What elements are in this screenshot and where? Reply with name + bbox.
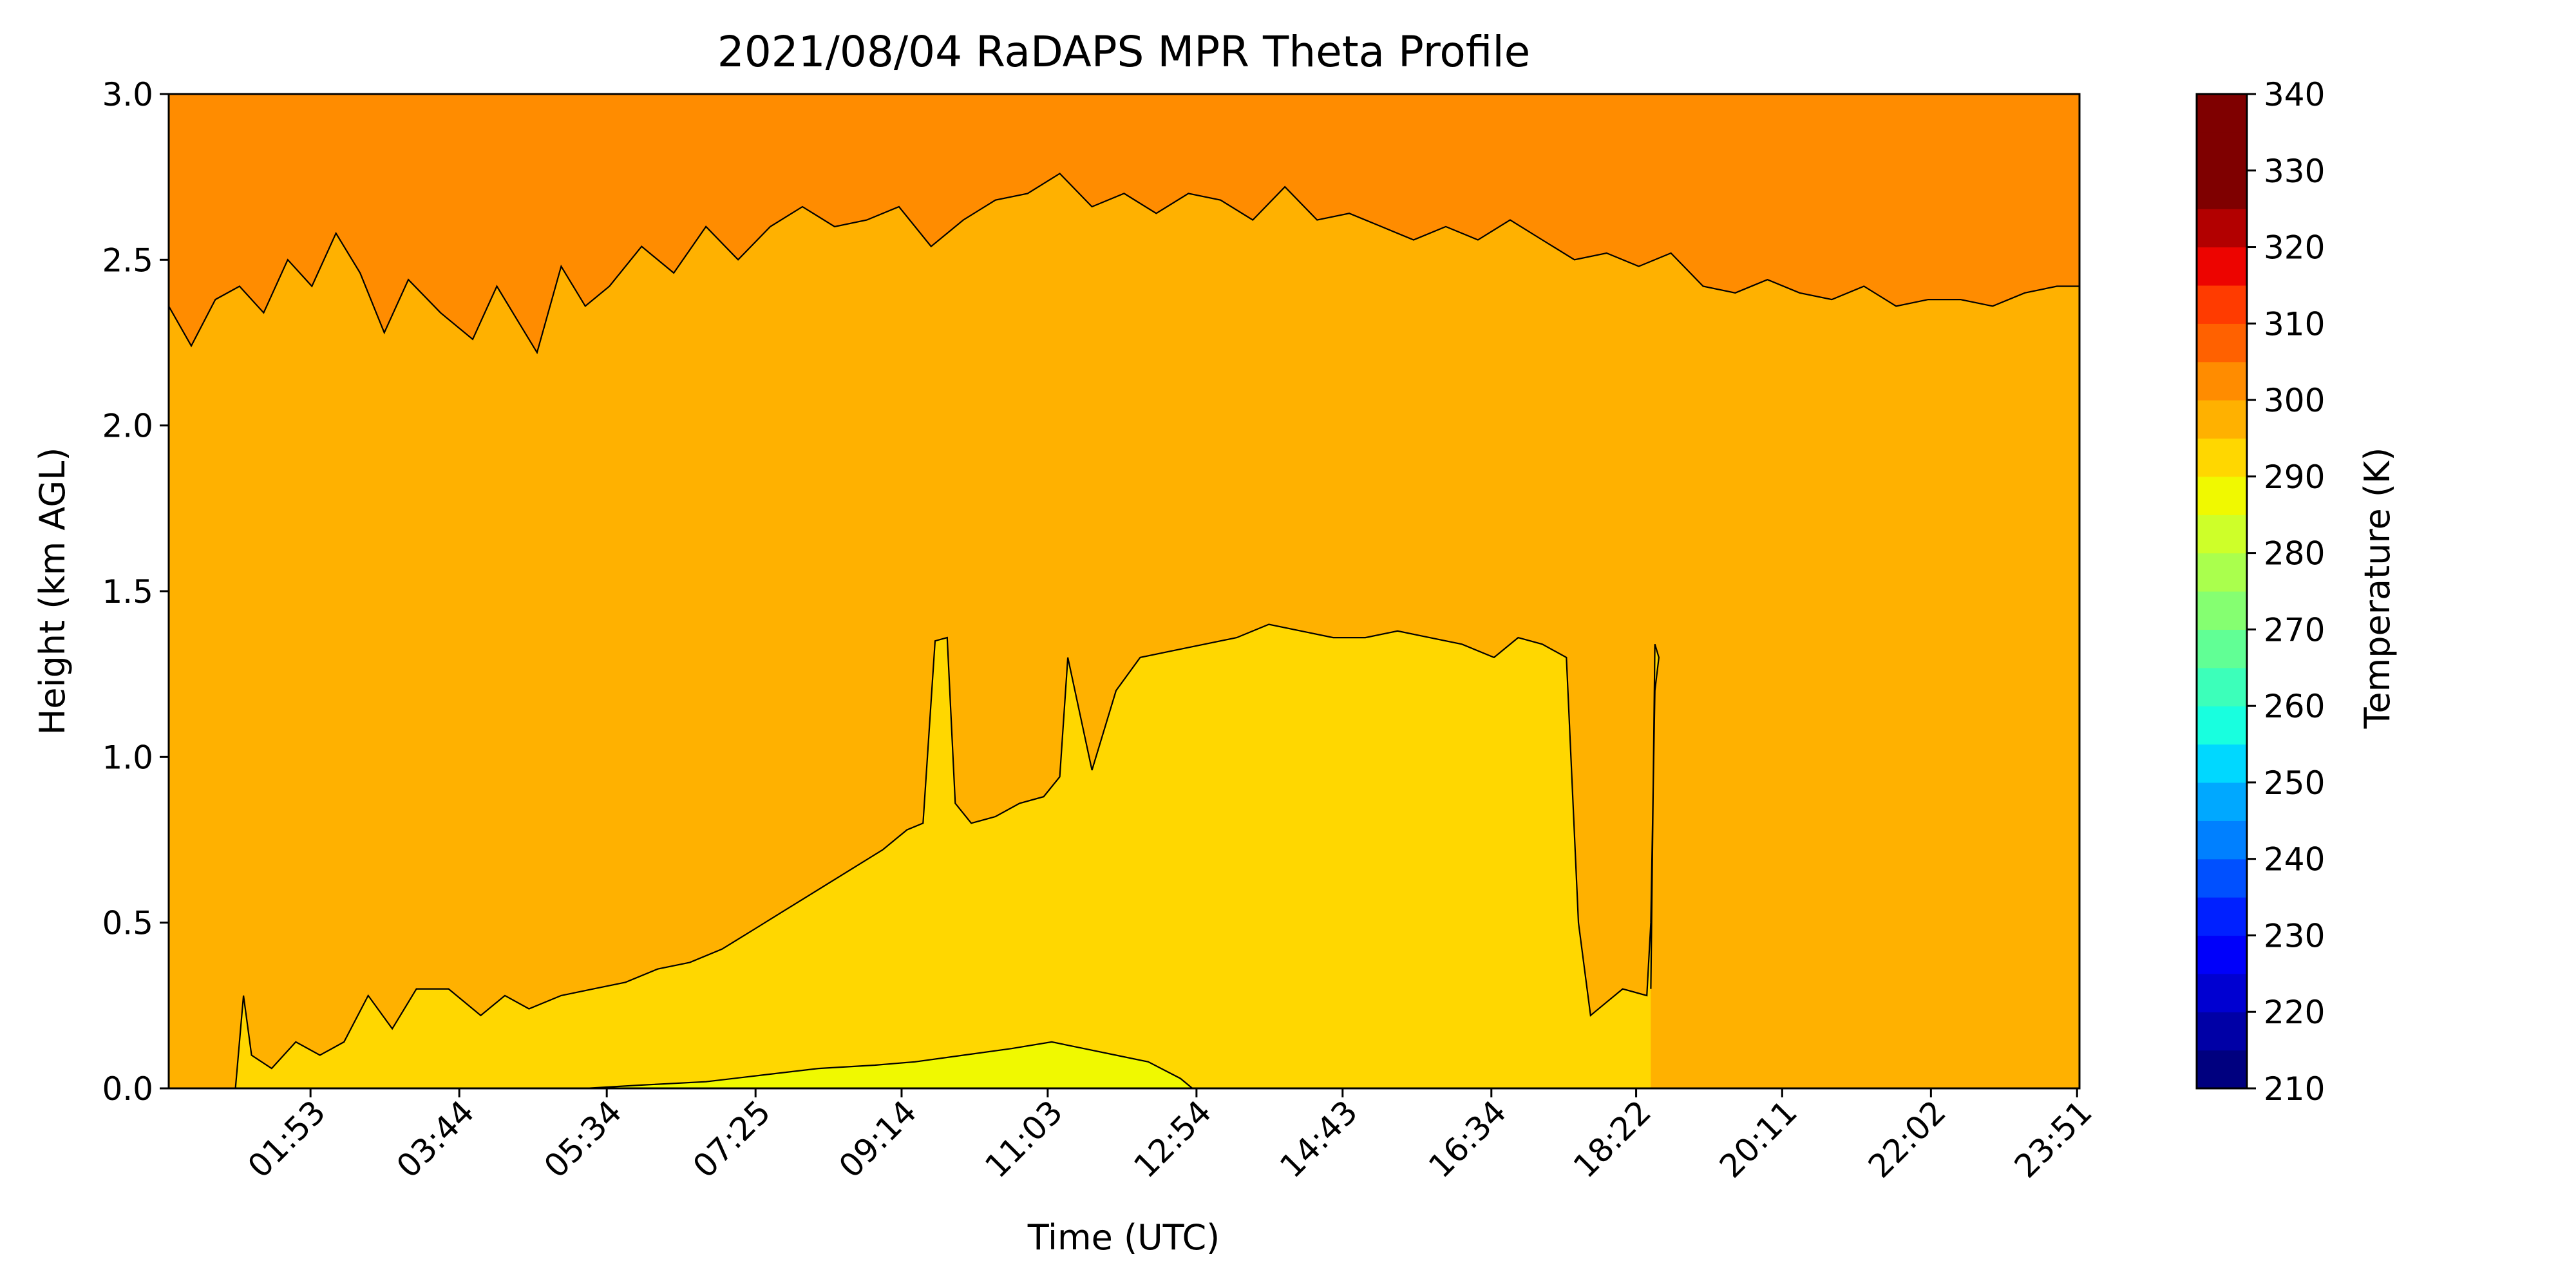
x-tick-label: 14:43 [1273,1093,1365,1185]
colorbar-tick-label: 320 [2264,229,2325,267]
y-tick-label: 1.0 [102,739,153,776]
y-axis: 0.0 0.5 1.0 1.5 2.0 2.5 3.0 [102,76,169,1108]
colorbar-tick-label: 330 [2264,153,2325,190]
colorbar-swatch [2197,591,2247,630]
y-axis-label: Height (km AGL) [32,448,73,735]
colorbar-swatch [2197,706,2247,745]
x-tick-label: 07:25 [686,1093,778,1185]
x-tick-label: 22:02 [1861,1093,1953,1185]
colorbar-tick-label: 300 [2264,382,2325,419]
colorbar-swatch [2197,132,2247,171]
x-tick-label: 16:34 [1421,1093,1513,1185]
colorbar-swatch [2197,476,2247,515]
y-tick-label: 2.0 [102,408,153,445]
colorbar-swatch [2197,782,2247,821]
colorbar-tick-label: 240 [2264,841,2325,878]
colorbar-swatch [2197,629,2247,668]
colorbar-swatch [2197,1012,2247,1051]
colorbar-swatch [2197,897,2247,936]
colorbar-swatch [2197,247,2247,286]
x-tick-label: 09:14 [832,1093,924,1185]
colorbar-tick-label: 290 [2264,459,2325,496]
colorbar-swatch [2197,515,2247,554]
colorbar-swatch [2197,361,2247,401]
contour-line-305 [168,173,2079,355]
x-axis-label: Time (UTC) [1027,1217,1220,1258]
plot-area [167,93,2081,1090]
x-tick-label: 03:44 [390,1093,482,1185]
field-layer-295-300 [169,624,1659,1088]
colorbar-tick-label: 210 [2264,1070,2325,1108]
colorbar-label: Temperature (K) [2357,448,2398,730]
x-axis: 01:53 03:44 05:34 07:25 09:14 11:03 12:54 14:43… [241,1088,2099,1185]
colorbar-swatch [2197,935,2247,974]
x-tick-label: 01:53 [241,1093,333,1185]
colorbar-swatch [2197,553,2247,592]
colorbar-swatch [2197,170,2247,209]
colorbar-tick-label: 280 [2264,535,2325,573]
colorbar-tick-label: 220 [2264,994,2325,1031]
colorbar: 210 220 230 240 250 260 270 280 290 300 310 320 330 3… [2195,76,2325,1108]
colorbar-swatch [2197,323,2247,363]
colorbar-swatch [2197,400,2247,439]
colorbar-tick-label: 230 [2264,917,2325,954]
colorbar-swatch [2197,1050,2247,1089]
y-tick-label: 1.5 [102,573,153,611]
chart-title: 2021/08/04 RaDAPS MPR Theta Profile [717,27,1531,77]
y-tick-label: 0.0 [102,1070,153,1108]
colorbar-swatch [2197,973,2247,1012]
contour-line-295 [585,1041,1193,1090]
x-tick-label: 18:22 [1566,1093,1658,1185]
colorbar-swatch [2197,285,2247,324]
field-layer-300-305 [169,173,2079,1088]
colorbar-swatch [2197,438,2247,477]
x-tick-label: 12:54 [1126,1093,1218,1185]
colorbar-tick-label: 250 [2264,764,2325,802]
y-tick-label: 3.0 [102,76,153,113]
y-tick-label: 2.5 [102,242,153,279]
colorbar-swatch [2197,209,2247,248]
colorbar-tick-label: 270 [2264,611,2325,649]
x-tick-label: 20:11 [1712,1093,1804,1185]
colorbar-swatch [2197,858,2247,898]
field-layer-290-295 [585,1041,1193,1088]
colorbar-swatch [2197,820,2247,860]
colorbar-swatch [2197,94,2247,133]
x-tick-label: 05:34 [537,1093,629,1185]
colorbar-tick-label: 260 [2264,688,2325,725]
colorbar-swatch [2197,667,2247,706]
colorbar-frame [2195,93,2248,1090]
colorbar-tick-label: 340 [2264,76,2325,113]
colorbar-swatch [2197,744,2247,783]
y-tick-label: 0.5 [102,905,153,942]
x-tick-label: 23:51 [2007,1093,2099,1185]
contour-line-300 [169,623,1660,1090]
colorbar-tick-label: 310 [2264,305,2325,343]
x-tick-label: 11:03 [978,1093,1070,1185]
